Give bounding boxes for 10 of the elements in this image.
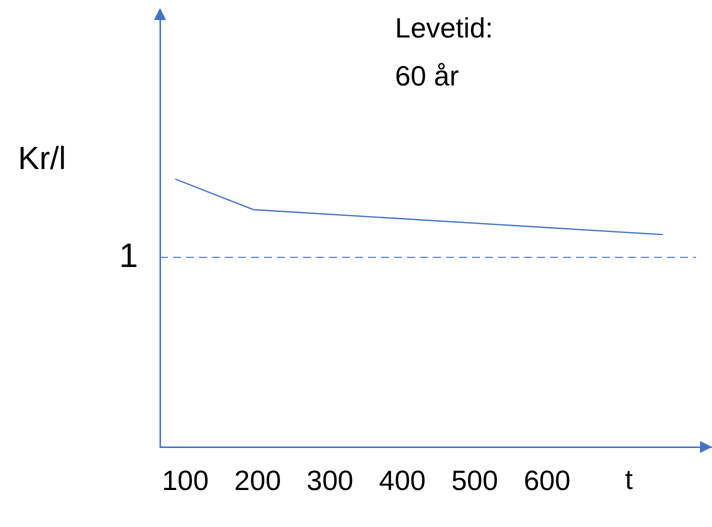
x-axis-title: t xyxy=(625,464,633,496)
ref-line-label: 1 xyxy=(119,236,138,275)
x-tick-label: 600 xyxy=(524,464,570,496)
x-tick-label: 200 xyxy=(234,464,282,496)
x-tick-label: 500 xyxy=(451,464,498,496)
x-tick-label: 400 xyxy=(379,464,426,496)
y-axis-title: Kr/l xyxy=(18,140,66,176)
x-tick-label: 100 xyxy=(162,464,209,496)
text: Levetid: 60 år xyxy=(395,12,494,92)
x-tick-label: 300 xyxy=(306,464,354,496)
